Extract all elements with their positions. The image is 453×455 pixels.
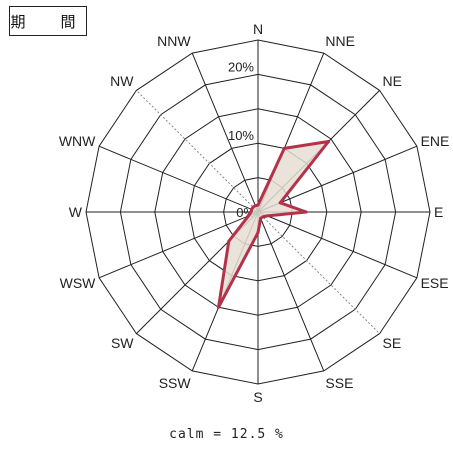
data-point-sse xyxy=(259,216,263,220)
ring-label-10: 10% xyxy=(228,128,254,143)
direction-label-wnw: WNW xyxy=(59,133,96,149)
data-point-ne xyxy=(327,140,330,143)
spoke-sse xyxy=(257,211,325,372)
direction-label-w: W xyxy=(69,204,83,220)
data-point-w xyxy=(249,210,253,214)
direction-label-sw: SW xyxy=(111,335,134,351)
wind-frequency-series xyxy=(217,140,330,309)
direction-label-e: E xyxy=(434,204,443,220)
spoke-wnw xyxy=(98,145,259,213)
data-point-ese xyxy=(266,214,269,218)
data-point-nw xyxy=(251,205,255,209)
direction-label-se: SE xyxy=(383,335,402,351)
data-point-wsw xyxy=(247,214,250,218)
direction-label-wsw: WSW xyxy=(60,275,97,291)
data-point-sw xyxy=(227,239,231,243)
direction-labels: N NNE NE ENE E ESE SE SSE S SSW SW WSW W WNW NW NNW xyxy=(59,21,450,405)
direction-label-n: N xyxy=(253,21,263,37)
spoke-wsw xyxy=(98,211,259,279)
calm-note: calm = 12.5 % xyxy=(169,427,284,442)
spoke-se xyxy=(257,211,380,334)
spoke-ene xyxy=(257,145,418,213)
direction-label-ssw: SSW xyxy=(159,375,192,391)
direction-label-nnw: NNW xyxy=(157,33,191,49)
data-point-e xyxy=(304,210,308,214)
direction-label-ese: ESE xyxy=(421,275,449,291)
data-point-wnw xyxy=(250,207,254,211)
ring-label-20: 20% xyxy=(228,59,254,74)
data-point-nne xyxy=(282,146,286,150)
direction-label-s: S xyxy=(253,389,262,405)
data-point-se xyxy=(261,215,265,219)
direction-label-ene: ENE xyxy=(421,133,450,149)
direction-label-nw: NW xyxy=(110,73,134,89)
data-point-nnw xyxy=(253,204,257,208)
period-label: 期 間 xyxy=(9,6,87,36)
data-point-n xyxy=(256,203,260,207)
data-series xyxy=(217,140,330,309)
spoke-nnw xyxy=(191,52,259,213)
spoke-nw xyxy=(136,90,259,213)
data-point-ene xyxy=(278,201,282,205)
direction-label-ne: NE xyxy=(383,73,402,89)
spoke-ese xyxy=(257,211,418,279)
direction-label-nne: NNE xyxy=(325,33,355,49)
direction-label-sse: SSE xyxy=(325,375,353,391)
data-point-s xyxy=(256,231,260,235)
data-point-ssw xyxy=(217,305,220,309)
